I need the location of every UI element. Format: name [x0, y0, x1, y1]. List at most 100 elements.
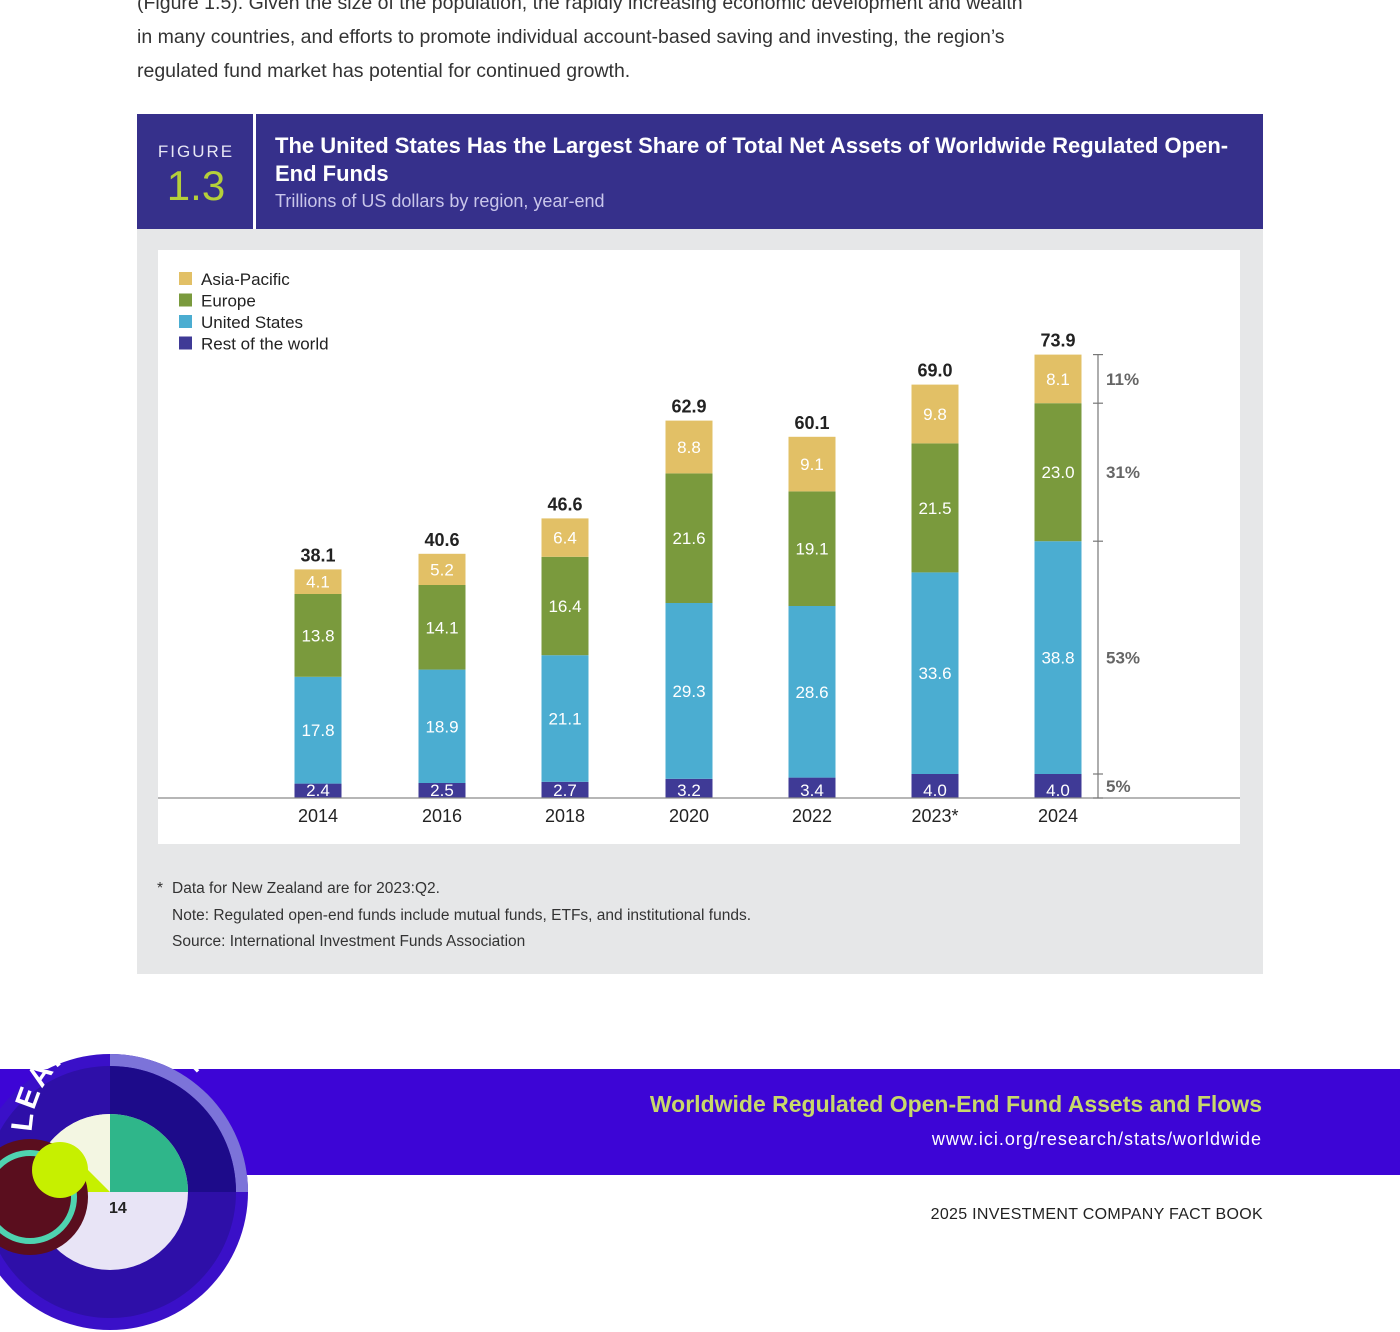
bar-segment — [418, 553, 466, 585]
bar-value-label: 28.6 — [795, 683, 828, 702]
bar-value-label: 2.4 — [306, 781, 330, 800]
learn-more-badge: LEARN MORE — [0, 1013, 248, 1330]
bar-value-label: 23.0 — [1041, 463, 1074, 482]
x-tick-label: 2020 — [669, 806, 709, 826]
bar-segment — [788, 436, 836, 492]
bar-segment — [541, 781, 589, 798]
bar-value-label: 2.5 — [430, 781, 454, 800]
footnote-row: * Data for New Zealand are for 2023:Q2. — [157, 876, 751, 903]
bar-segment — [788, 491, 836, 606]
bar-value-label: 17.8 — [301, 721, 334, 740]
bar-value-label: 3.4 — [800, 781, 824, 800]
bar-value-label: 38.8 — [1041, 649, 1074, 668]
bar-segment — [788, 777, 836, 798]
legend-label: Europe — [201, 292, 256, 311]
x-tick-label: 2022 — [792, 806, 832, 826]
badge-segment-green — [110, 1114, 188, 1192]
bar-segment — [1034, 774, 1082, 798]
legend-label: Rest of the world — [201, 335, 329, 354]
bar-segment — [1034, 541, 1082, 774]
chart-area: 2.4 17.8 13.8 4.1 38.1 2014 2.5 18.9 14.1 5.2 40.6… — [158, 250, 1240, 844]
bar-segment — [1034, 403, 1082, 542]
legend-swatch — [179, 336, 192, 350]
intro-line: in many countries, and efforts to promot… — [137, 26, 1005, 48]
bar-value-label: 33.6 — [918, 664, 951, 683]
figure-label: FIGURE 1.3 — [137, 114, 253, 229]
legend-swatch — [179, 315, 192, 328]
legend-label: United States — [201, 313, 303, 332]
bar-value-label: 19.1 — [795, 540, 828, 559]
bar-segment — [911, 384, 959, 444]
bar-value-label: 3.2 — [677, 781, 701, 800]
banner-url-link[interactable]: www.ici.org/research/stats/worldwide — [931, 1129, 1262, 1149]
bar-segment — [665, 603, 713, 779]
bar-segment — [418, 669, 466, 783]
bar-segment — [665, 473, 713, 603]
bar-segment — [1034, 354, 1082, 404]
figure-label-word: FIGURE — [157, 142, 235, 161]
figure-title: The United States Has the Largest Share … — [275, 133, 1229, 186]
bar-value-label: 18.9 — [425, 717, 458, 736]
bar-segment — [911, 774, 959, 798]
bar-segment — [418, 783, 466, 798]
source-text: Source: International Investment Funds A… — [172, 933, 526, 950]
legend-label: Asia-Pacific — [201, 270, 290, 289]
bar-segment — [665, 778, 713, 798]
x-tick-label: 2014 — [298, 806, 338, 826]
bar-value-label: 16.4 — [548, 597, 581, 616]
share-percent-label: 53% — [1106, 649, 1140, 668]
learn-more-banner: Worldwide Regulated Open-End Fund Assets… — [0, 1069, 1400, 1175]
share-percent-label: 31% — [1106, 463, 1140, 482]
footnote-text: Data for New Zealand are for 2023:Q2. — [172, 880, 440, 897]
bar-segment — [541, 556, 589, 656]
bar-segment — [541, 518, 589, 557]
x-tick-label: 2024 — [1038, 806, 1078, 826]
note-text: Note: Regulated open-end funds include m… — [172, 906, 752, 924]
intro-paragraph: (Figure 1.5). Given the size of the popu… — [137, 0, 1157, 88]
share-percent-label: 5% — [1106, 777, 1131, 796]
bar-segment — [294, 569, 342, 594]
bar-value-label: 2.7 — [553, 781, 577, 800]
bar-value-label: 5.2 — [430, 560, 454, 579]
bar-value-label: 4.0 — [923, 781, 947, 800]
bar-segment — [665, 420, 713, 474]
figure-number: 1.3 — [166, 162, 226, 209]
badge-lime-dot — [32, 1142, 88, 1198]
bar-segment — [788, 606, 836, 778]
bar-segment — [911, 443, 959, 573]
bar-value-label: 9.1 — [800, 455, 824, 474]
bar-value-label: 13.8 — [301, 626, 334, 645]
intro-line: regulated fund market has potential for … — [137, 60, 631, 82]
figure-header: FIGURE 1.3 The United States Has the Lar… — [137, 114, 1263, 229]
bar-total-label: 60.1 — [794, 413, 829, 433]
bar-value-label: 8.1 — [1046, 370, 1070, 389]
header-divider — [253, 114, 256, 229]
legend-swatch — [179, 272, 192, 285]
bar-value-label: 21.1 — [548, 710, 581, 729]
page-number: 14 — [109, 1200, 127, 1217]
bar-segment — [294, 783, 342, 798]
bar-value-label: 8.8 — [677, 438, 701, 457]
x-tick-label: 2018 — [545, 806, 585, 826]
bar-value-label: 4.0 — [1046, 781, 1070, 800]
x-tick-label: 2023* — [911, 806, 958, 826]
legend-swatch — [179, 293, 192, 307]
footnote-marker: * — [157, 880, 164, 897]
figure-notes: * Data for New Zealand are for 2023:Q2. … — [157, 876, 751, 956]
bar-segment — [911, 572, 959, 774]
bar-value-label: 21.5 — [918, 499, 951, 518]
x-tick-label: 2016 — [422, 806, 462, 826]
stacked-bar-chart: 2.4 17.8 13.8 4.1 38.1 2014 2.5 18.9 14.1 5.2 40.6… — [158, 270, 1240, 826]
bar-total-label: 40.6 — [424, 530, 459, 550]
bar-total-label: 62.9 — [671, 397, 706, 417]
bar-value-label: 4.1 — [306, 573, 330, 592]
figure-panel: FIGURE 1.3 The United States Has the Lar… — [137, 114, 1263, 974]
bar-segment — [294, 594, 342, 677]
bar-total-label: 46.6 — [547, 494, 582, 514]
bar-value-label: 21.6 — [672, 529, 705, 548]
banner-title[interactable]: Worldwide Regulated Open-End Fund Assets… — [649, 1091, 1262, 1117]
badge-teal-arc — [0, 1150, 77, 1244]
bar-segment — [294, 676, 342, 784]
intro-line: (Figure 1.5). Given the size of the popu… — [137, 0, 1023, 14]
bar-total-label: 69.0 — [917, 361, 952, 381]
